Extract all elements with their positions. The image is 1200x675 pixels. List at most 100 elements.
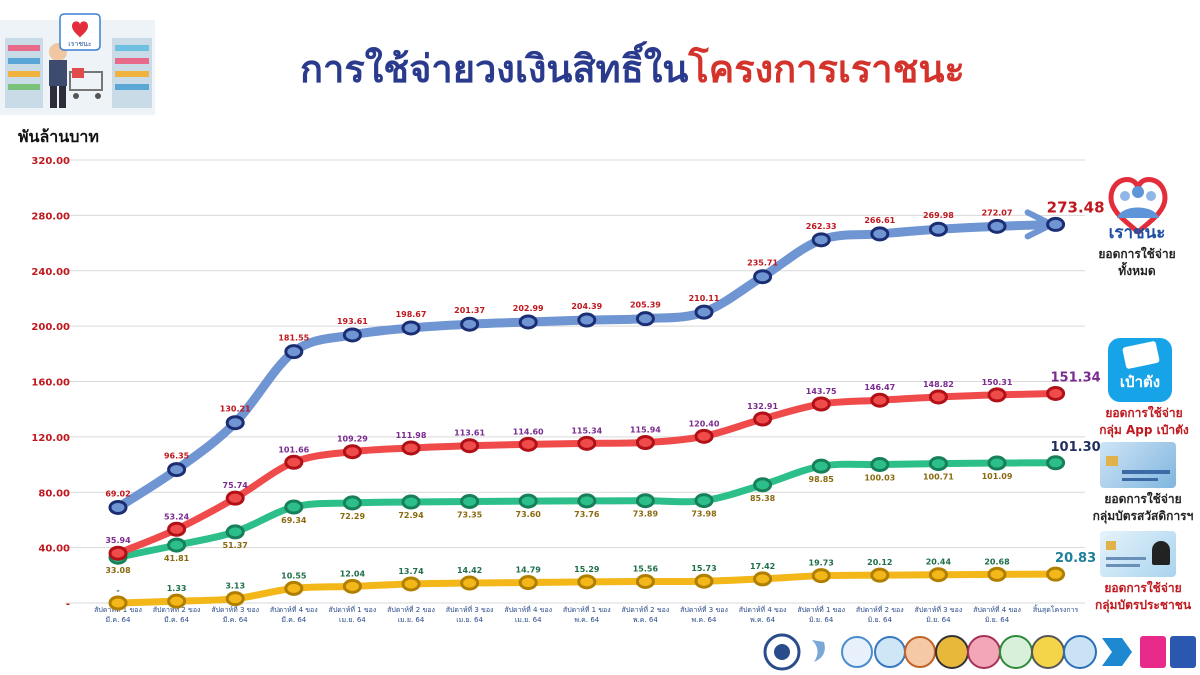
- data-point-paotang: [811, 396, 831, 412]
- data-point-total: [284, 344, 304, 360]
- x-tick-label: เม.ย. 64: [398, 616, 425, 624]
- data-label-idcard: 17.42: [750, 562, 775, 571]
- legend-welfare-line2: กลุ่มบัตรสวัสดิการฯ: [1092, 509, 1194, 523]
- data-label-total: 269.98: [923, 211, 954, 220]
- data-label-total: 69.02: [105, 489, 130, 498]
- bank-logo-icon: [1170, 636, 1196, 668]
- agency-logo-icon: [812, 640, 825, 662]
- data-point-idcard: [1046, 566, 1066, 582]
- data-point-idcard: [928, 567, 948, 583]
- data-label-idcard: 1.33: [167, 584, 187, 593]
- y-tick-label: 120.00: [31, 433, 70, 444]
- data-point-idcard: [460, 575, 480, 591]
- data-label-paotang: 115.94: [630, 425, 661, 434]
- data-point-total: [1046, 216, 1066, 232]
- data-label-idcard: 12.04: [340, 569, 366, 578]
- y-tick-label: 80.00: [38, 488, 70, 499]
- data-point-paotang: [518, 436, 538, 452]
- x-tick-label: มี.ค. 64: [164, 616, 189, 624]
- data-label-welfare: 85.38: [750, 494, 776, 503]
- y-tick-label: 200.00: [31, 322, 70, 333]
- data-point-welfare: [928, 456, 948, 472]
- x-tick-label: สัปดาห์ที่ 4 ของ: [504, 605, 552, 614]
- data-label-welfare: 72.29: [340, 512, 366, 521]
- data-point-total: [108, 499, 128, 515]
- data-label-paotang: 114.60: [513, 427, 544, 436]
- data-point-total: [460, 316, 480, 332]
- agency-seal-icon: [999, 635, 1033, 669]
- data-label-total: 130.21: [220, 405, 251, 414]
- data-label-welfare: 72.94: [398, 511, 424, 520]
- data-point-idcard: [753, 571, 773, 587]
- data-point-welfare: [401, 494, 421, 510]
- data-label-paotang: 53.24: [164, 512, 190, 521]
- data-point-idcard: [108, 595, 128, 611]
- shopping-illustration: เราชนะ: [0, 13, 155, 115]
- bank-logo-icon: [1102, 638, 1132, 666]
- data-point-total: [401, 320, 421, 336]
- y-tick-label: 240.00: [31, 267, 70, 278]
- data-label-welfare: 100.71: [923, 473, 954, 482]
- data-label-idcard: 20.12: [867, 558, 892, 567]
- data-label-total: 202.99: [513, 304, 544, 313]
- data-point-paotang: [1046, 385, 1066, 401]
- data-point-idcard: [342, 578, 362, 594]
- data-point-paotang: [167, 521, 187, 537]
- x-tick-label: สัปดาห์ที่ 3 ของ: [680, 605, 728, 614]
- data-point-idcard: [577, 574, 597, 590]
- agency-seal-icon: [874, 636, 906, 668]
- data-label-idcard: 15.73: [691, 564, 716, 573]
- data-point-paotang: [694, 428, 714, 444]
- x-tick-label: สัปดาห์ที่ 2 ของ: [153, 605, 201, 614]
- data-label-welfare: 73.89: [633, 510, 659, 519]
- id-card-icon: [1100, 531, 1176, 577]
- data-label-total: 262.33: [806, 222, 837, 231]
- legend-idcard-line1: ยอดการใช้จ่าย: [1104, 581, 1182, 595]
- welfare-card-icon: [1100, 442, 1176, 488]
- legend-paotang-line1: ยอดการใช้จ่าย: [1105, 406, 1183, 420]
- data-point-welfare: [284, 499, 304, 515]
- data-label-idcard: 14.79: [516, 566, 542, 575]
- rao-chana-logo-icon: [1108, 177, 1168, 236]
- data-point-welfare: [987, 455, 1007, 471]
- data-point-total: [694, 304, 714, 320]
- x-tick-label: สัปดาห์ที่ 1 ของ: [329, 605, 377, 614]
- data-label-idcard: 3.13: [225, 582, 245, 591]
- data-label-welfare: 73.35: [457, 510, 483, 519]
- series-line-paotang: [114, 389, 1060, 557]
- x-tick-label: พ.ค. 64: [574, 616, 599, 624]
- x-tick-label: มิ.ย. 64: [985, 616, 1010, 624]
- x-tick-label: มี.ค. 64: [281, 616, 306, 624]
- data-label-welfare: 101.30: [1051, 440, 1101, 455]
- data-point-welfare: [518, 493, 538, 509]
- data-point-paotang: [753, 411, 773, 427]
- legend-total-brand: เราชนะ: [1108, 223, 1166, 243]
- data-point-paotang: [108, 545, 128, 561]
- data-label-idcard: 20.44: [926, 558, 952, 567]
- data-label-welfare: 73.98: [691, 510, 717, 519]
- y-tick-label: 280.00: [31, 211, 70, 222]
- x-tick-label: เม.ย. 64: [339, 616, 366, 624]
- data-point-welfare: [1046, 455, 1066, 471]
- data-point-paotang: [460, 438, 480, 454]
- data-label-idcard: 20.83: [1055, 551, 1096, 566]
- data-label-total: 96.35: [164, 452, 190, 461]
- data-point-idcard: [870, 567, 890, 583]
- data-point-idcard: [694, 573, 714, 589]
- data-label-welfare: 101.09: [982, 472, 1013, 481]
- data-point-idcard: [401, 576, 421, 592]
- data-label-welfare: 33.08: [105, 566, 131, 575]
- data-label-idcard: 14.42: [457, 566, 482, 575]
- data-label-paotang: 146.47: [864, 383, 895, 392]
- data-point-total: [518, 314, 538, 330]
- title-part-2: โครงการเราชนะ: [688, 47, 965, 91]
- agency-seal-icon: [841, 636, 873, 668]
- legend-paotang-line2: กลุ่ม App เป๋าตัง: [1099, 423, 1189, 437]
- data-label-total: 210.11: [689, 294, 720, 303]
- data-point-total: [870, 226, 890, 242]
- data-label-welfare: 69.34: [281, 516, 307, 525]
- data-point-total: [987, 218, 1007, 234]
- legend-total-line1: ยอดการใช้จ่าย: [1098, 247, 1176, 261]
- data-label-idcard: 13.74: [398, 567, 424, 576]
